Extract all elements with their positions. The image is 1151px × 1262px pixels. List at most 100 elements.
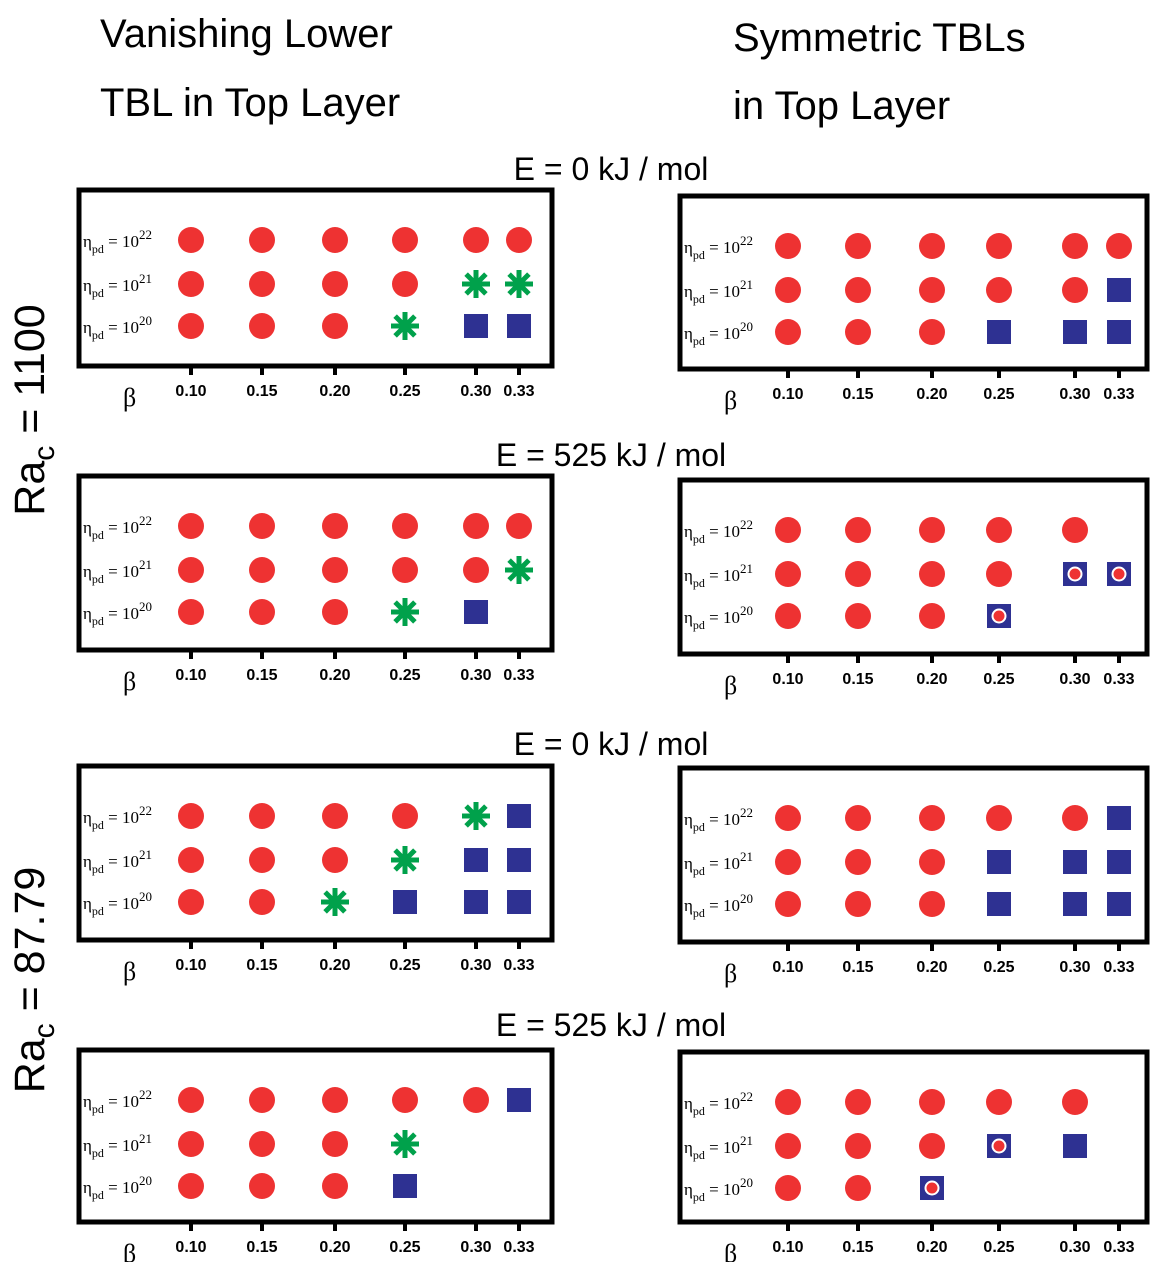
marker-circle [463, 513, 489, 539]
x-tick-label: 0.20 [319, 383, 350, 400]
left-column-title-line2: TBL in Top Layer [100, 81, 400, 125]
x-axis-label-beta: β [123, 667, 136, 696]
marker-circle [775, 233, 801, 259]
marker-circle [845, 561, 871, 587]
marker-circle [178, 313, 204, 339]
panel-title-energy: E = 0 kJ / mol [514, 151, 709, 187]
marker-circle [178, 227, 204, 253]
y-category-label: ηpd = 1021 [83, 1131, 152, 1160]
x-tick-label: 0.20 [916, 1239, 947, 1256]
marker-circle [919, 603, 945, 629]
marker-square-with-dot [1107, 562, 1131, 586]
x-tick-label: 0.33 [1103, 1239, 1134, 1256]
x-axis-label-beta: β [123, 383, 136, 412]
marker-circle [1062, 233, 1088, 259]
marker-circle [178, 1173, 204, 1199]
x-tick-label: 0.33 [503, 957, 534, 974]
panel-frame [677, 193, 1150, 372]
marker-circle [986, 561, 1012, 587]
marker-square [1107, 806, 1131, 830]
x-tick-label: 0.15 [842, 959, 873, 976]
marker-circle [249, 847, 275, 873]
marker-circle [178, 599, 204, 625]
x-tick-label: 0.20 [319, 957, 350, 974]
y-category-label: ηpd = 1020 [83, 599, 152, 628]
x-tick-label: 0.15 [842, 386, 873, 403]
marker-asterisk [321, 888, 349, 916]
x-tick-label: 0.20 [319, 1239, 350, 1256]
marker-square [987, 892, 1011, 916]
marker-circle [463, 227, 489, 253]
panel-frame [677, 765, 1150, 945]
row-label-ra-87-79-base: Ra [6, 1038, 54, 1093]
marker-circle [506, 513, 532, 539]
marker-circle [392, 271, 418, 297]
panel-title-energy: E = 525 kJ / mol [496, 437, 726, 473]
marker-asterisk [391, 598, 419, 626]
marker-circle [178, 847, 204, 873]
marker-circle [845, 517, 871, 543]
marker-asterisk [505, 556, 533, 584]
marker-circle [845, 1175, 871, 1201]
marker-circle [845, 805, 871, 831]
marker-circle [775, 891, 801, 917]
y-category-label: ηpd = 1022 [684, 517, 753, 546]
x-axis-label-beta: β [724, 671, 737, 700]
marker-circle [178, 513, 204, 539]
regime-panel-4: ηpd = 1022 ηpd = 1021 ηpd = 1020 0.10 0.15 0.… [677, 477, 1150, 700]
left-column-title-line1: Vanishing Lower [100, 12, 393, 56]
row-label-ra-87-79: Rac = 87.79 [6, 867, 61, 1094]
row-label-ra-1100: Rac = 1100 [6, 304, 61, 515]
marker-square [464, 314, 488, 338]
marker-circle [392, 557, 418, 583]
marker-square [1063, 892, 1087, 916]
x-tick-label: 0.20 [916, 671, 947, 688]
y-category-label: ηpd = 1021 [684, 277, 753, 306]
marker-circle [919, 319, 945, 345]
regime-panel-2: ηpd = 1022 ηpd = 1021 ηpd = 1020 0.10 0.15 0.… [677, 193, 1150, 415]
x-tick-label: 0.30 [1059, 1239, 1090, 1256]
marker-circle [249, 1131, 275, 1157]
marker-circle [322, 227, 348, 253]
y-category-label: ηpd = 1020 [684, 319, 753, 348]
marker-circle [322, 513, 348, 539]
marker-circle [775, 1175, 801, 1201]
marker-square [393, 1174, 417, 1198]
x-axis-label-beta: β [123, 1239, 136, 1262]
x-tick-label: 0.10 [772, 959, 803, 976]
x-tick-label: 0.15 [842, 1239, 873, 1256]
marker-circle [392, 513, 418, 539]
x-tick-label: 0.10 [175, 667, 206, 684]
marker-square [1107, 850, 1131, 874]
marker-circle [463, 1087, 489, 1113]
marker-circle [775, 805, 801, 831]
marker-circle [249, 227, 275, 253]
marker-asterisk [391, 312, 419, 340]
marker-circle [775, 517, 801, 543]
marker-square-with-dot [1063, 562, 1087, 586]
x-tick-label: 0.33 [1103, 959, 1134, 976]
marker-circle [1062, 277, 1088, 303]
marker-circle [392, 227, 418, 253]
marker-circle [1062, 805, 1088, 831]
x-tick-label: 0.25 [983, 386, 1014, 403]
marker-square [464, 890, 488, 914]
marker-circle [919, 805, 945, 831]
row-label-ra-1100-sub: c [28, 446, 61, 461]
marker-circle [845, 233, 871, 259]
marker-square-with-dot [920, 1176, 944, 1200]
marker-circle [919, 1089, 945, 1115]
x-tick-label: 0.30 [460, 957, 491, 974]
x-tick-label: 0.25 [983, 959, 1014, 976]
x-tick-label: 0.33 [503, 383, 534, 400]
x-tick-label: 0.10 [175, 957, 206, 974]
x-axis-label-beta: β [123, 957, 136, 986]
marker-circle [322, 271, 348, 297]
marker-square [1107, 278, 1131, 302]
x-axis-label-beta: β [724, 386, 737, 415]
y-category-label: ηpd = 1020 [684, 1175, 753, 1204]
y-category-label: ηpd = 1020 [684, 891, 753, 920]
marker-square [507, 1088, 531, 1112]
y-category-label: ηpd = 1021 [83, 271, 152, 300]
y-category-label: ηpd = 1022 [83, 1087, 152, 1116]
